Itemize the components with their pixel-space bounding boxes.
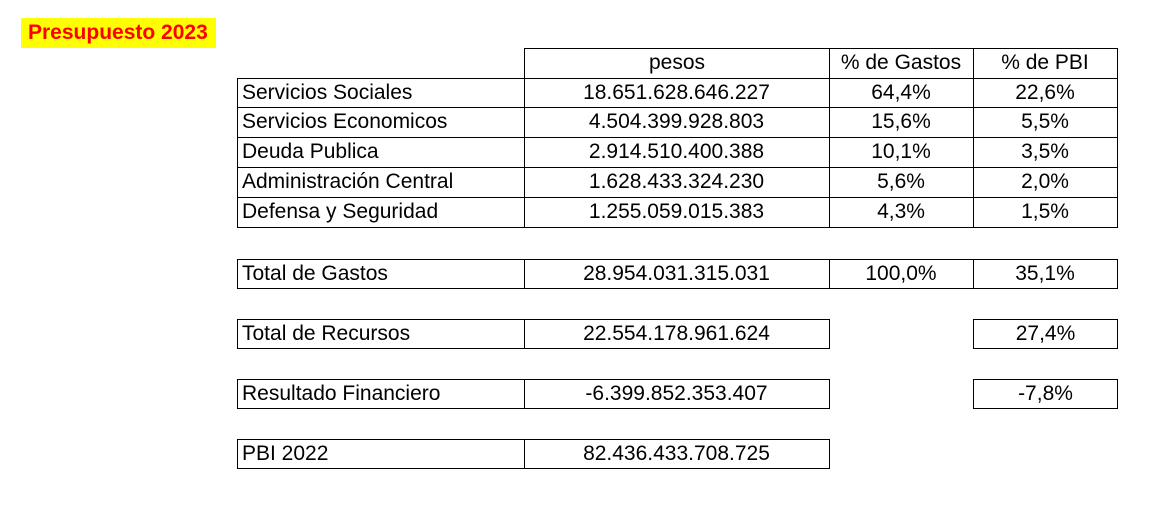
total-recursos-label: Total de Recursos xyxy=(237,319,525,349)
row-pct-pbi: 2,0% xyxy=(973,168,1118,198)
page-title: Presupuesto 2023 xyxy=(21,18,216,48)
row-label: Administración Central xyxy=(237,168,525,198)
row-label: Deuda Publica xyxy=(237,138,525,168)
header-pct-pbi: % de PBI xyxy=(973,48,1118,78)
resultado-label: Resultado Financiero xyxy=(237,379,525,409)
total-recursos-pesos: 22.554.178.961.624 xyxy=(524,319,830,349)
row-pct-pbi: 3,5% xyxy=(973,138,1118,168)
total-recursos-pct-pbi: 27,4% xyxy=(973,319,1118,349)
row-label: Defensa y Seguridad xyxy=(237,198,525,228)
header-pct-gastos: % de Gastos xyxy=(829,48,974,78)
pbi-label: PBI 2022 xyxy=(237,439,525,469)
total-gastos-pct-gastos: 100,0% xyxy=(829,259,974,289)
total-gastos-pct-pbi: 35,1% xyxy=(973,259,1118,289)
row-pct-pbi: 22,6% xyxy=(973,78,1118,108)
total-gastos-label: Total de Gastos xyxy=(237,259,525,289)
row-pesos: 1.255.059.015.383 xyxy=(524,198,830,228)
row-label: Servicios Sociales xyxy=(237,78,525,108)
row-pct-gastos: 5,6% xyxy=(829,168,974,198)
row-pesos: 18.651.628.646.227 xyxy=(524,78,830,108)
row-pesos: 4.504.399.928.803 xyxy=(524,108,830,138)
row-pct-pbi: 5,5% xyxy=(973,108,1118,138)
total-gastos-pesos: 28.954.031.315.031 xyxy=(524,259,830,289)
row-pct-gastos: 15,6% xyxy=(829,108,974,138)
row-pct-gastos: 64,4% xyxy=(829,78,974,108)
row-pesos: 1.628.433.324.230 xyxy=(524,168,830,198)
row-pct-gastos: 4,3% xyxy=(829,198,974,228)
resultado-pct-pbi: -7,8% xyxy=(973,379,1118,409)
row-pct-gastos: 10,1% xyxy=(829,138,974,168)
row-label: Servicios Economicos xyxy=(237,108,525,138)
resultado-pesos: -6.399.852.353.407 xyxy=(524,379,830,409)
row-pesos: 2.914.510.400.388 xyxy=(524,138,830,168)
header-pesos: pesos xyxy=(524,48,830,78)
pbi-pesos: 82.436.433.708.725 xyxy=(524,439,830,469)
row-pct-pbi: 1,5% xyxy=(973,198,1118,228)
